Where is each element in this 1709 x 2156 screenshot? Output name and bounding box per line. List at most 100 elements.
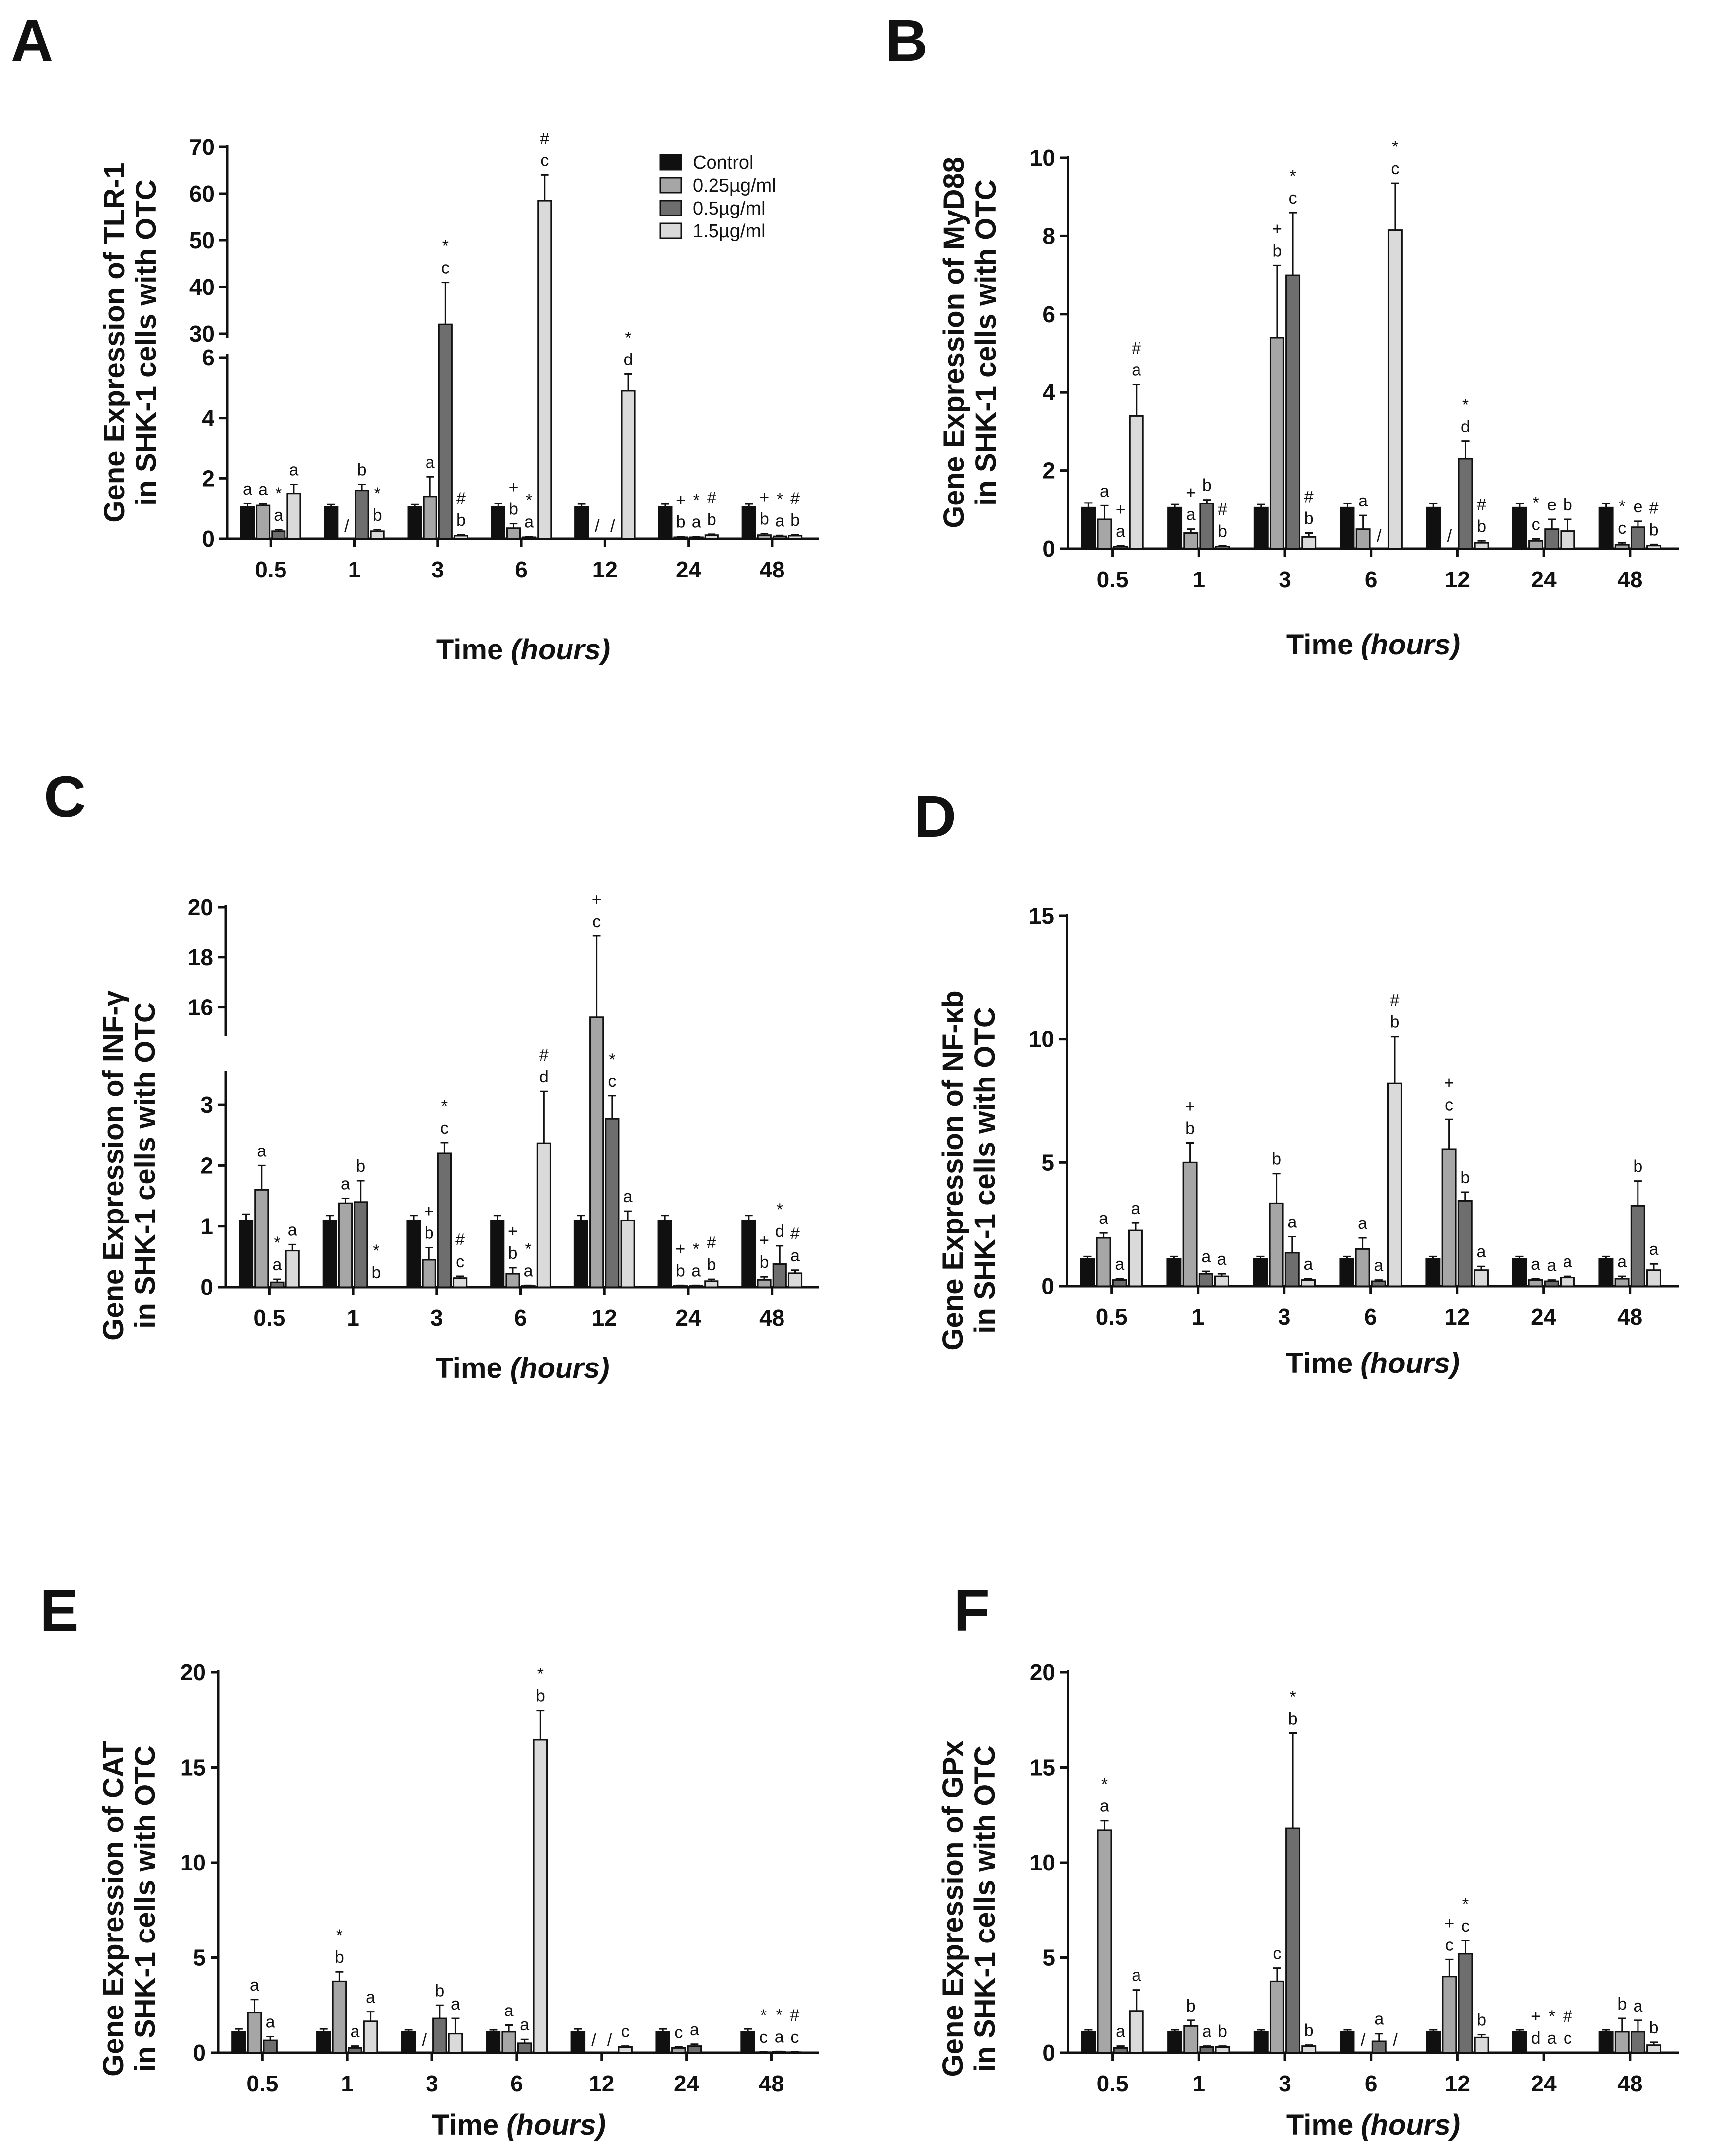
significance-label: b xyxy=(509,500,518,519)
bar-Control-48 xyxy=(1598,1258,1614,1287)
y-tick-label: 0 xyxy=(193,2040,206,2066)
y-tick-label: 15 xyxy=(1029,903,1054,929)
significance-label: b xyxy=(1649,520,1659,539)
bar-Control-0.5 xyxy=(1081,506,1096,550)
significance-label: * xyxy=(693,1239,699,1258)
significance-label: b xyxy=(456,511,466,530)
bar-0.5µg/ml-12 xyxy=(1457,1200,1473,1287)
significance-label: a xyxy=(1131,1199,1140,1218)
bar-Control-48 xyxy=(1598,506,1614,550)
bar-Control-3 xyxy=(401,2031,416,2054)
bar-1.5µg/ml-12 xyxy=(1474,542,1489,550)
x-tick-label: 24 xyxy=(1531,1304,1557,1330)
y-tick-label: 0 xyxy=(1042,2040,1055,2066)
bar-0.25µg/ml-1 xyxy=(338,1202,353,1288)
bar-0.5µg/ml-1 xyxy=(354,1201,368,1288)
bar-0.25µg/ml-12 xyxy=(1441,1148,1457,1287)
significance-label: * xyxy=(1101,1775,1108,1794)
bar-Control-3 xyxy=(406,1219,421,1288)
bar-0.5µg/ml-0.5 xyxy=(271,530,286,540)
y-axis-label-line1: Gene Expression of INF-γ xyxy=(97,990,130,1341)
significance-label: a xyxy=(623,1187,633,1206)
significance-label: a xyxy=(775,2027,784,2046)
significance-label: a xyxy=(1649,1240,1659,1259)
legend-label: Control xyxy=(693,152,754,173)
significance-label: d xyxy=(775,1222,784,1241)
y-tick-label: 10 xyxy=(180,1850,206,1875)
significance-label: b xyxy=(1288,1710,1298,1728)
significance-label: + xyxy=(1272,219,1282,238)
significance-label: a xyxy=(520,2015,529,2034)
significance-label: / xyxy=(607,2031,612,2050)
panel-a-letter: A xyxy=(11,8,54,73)
significance-label: a xyxy=(289,461,298,480)
x-tick-label: 0.5 xyxy=(1097,567,1129,592)
significance-label: b xyxy=(435,1981,444,2000)
significance-label: c xyxy=(592,912,601,931)
bar-1.5µg/ml-48 xyxy=(1646,1269,1661,1287)
significance-label: a xyxy=(1304,1255,1313,1274)
significance-label: # xyxy=(790,2006,799,2025)
y-axis-label: Gene Expression of MyD88 in SHK-1 cells w… xyxy=(938,157,1002,528)
bar-0.25µg/ml-48 xyxy=(1614,544,1630,550)
significance-label: b xyxy=(536,1687,545,1706)
significance-label: a xyxy=(451,1995,460,2013)
significance-label: * xyxy=(1289,1688,1296,1707)
bar-0.5µg/ml-3 xyxy=(437,1152,452,1288)
significance-label: b xyxy=(371,1263,381,1282)
bar-Control-3 xyxy=(1253,506,1269,550)
significance-label: # xyxy=(790,1224,800,1243)
x-tick-label: 1 xyxy=(1192,1304,1205,1330)
x-tick-label: 3 xyxy=(1279,2071,1291,2096)
significance-label: * xyxy=(374,484,381,503)
bar-0.25µg/ml-24 xyxy=(1528,1279,1543,1287)
y-tick-label: 0 xyxy=(1041,1273,1054,1299)
bar-0.5µg/ml-24 xyxy=(1544,1280,1559,1287)
significance-label: b xyxy=(1186,1997,1196,2015)
x-tick-label: 6 xyxy=(1364,1304,1377,1330)
bar-0.5µg/ml-24 xyxy=(687,2045,702,2054)
x-tick-label: 1 xyxy=(347,1305,359,1331)
chart-e: 0 5 10 15 20 Gene Expression of CAT in SHK-1 c… xyxy=(97,1659,819,2141)
significance-label: b xyxy=(707,510,716,529)
significance-label: c xyxy=(1445,1936,1454,1954)
y-tick-label: 6 xyxy=(202,345,214,370)
significance-label: * xyxy=(1532,493,1539,512)
bar-0.25µg/ml-48 xyxy=(1614,2031,1630,2054)
y-tick-label: 15 xyxy=(1030,1755,1055,1781)
legend-swatch xyxy=(659,177,682,194)
significance-label: * xyxy=(525,1239,532,1258)
significance-label: c xyxy=(540,151,549,170)
significance-label: c xyxy=(1461,1917,1470,1936)
x-axis-label: Time (hours) xyxy=(1286,629,1460,661)
bar-0.5µg/ml-1 xyxy=(355,490,369,540)
bar-Control-1 xyxy=(1167,506,1183,550)
significance-label: # xyxy=(1218,500,1227,519)
significance-label: d xyxy=(539,1068,549,1086)
bar-0.5µg/ml-0.5 xyxy=(263,2039,278,2054)
bar-Control-12 xyxy=(570,2031,586,2054)
bar-0.25µg/ml-12 xyxy=(589,1016,604,1288)
significance-label: + xyxy=(1531,2007,1541,2026)
panel-c-letter: C xyxy=(44,764,86,830)
significance-label: * xyxy=(777,490,783,508)
significance-label: + xyxy=(1444,1914,1454,1933)
significance-label: * xyxy=(537,1665,544,1684)
legend-swatch xyxy=(659,154,682,171)
bar-1.5µg/ml-3 xyxy=(1300,1279,1316,1287)
significance-label: b xyxy=(1218,2022,1227,2041)
y-tick-label: 10 xyxy=(1030,145,1055,171)
bar-0.5µg/ml-24 xyxy=(689,536,704,540)
bar-0.25µg/ml-48 xyxy=(757,1279,772,1288)
bar-0.25µg/ml-6 xyxy=(506,527,521,540)
bar-Control-24 xyxy=(658,506,673,540)
significance-label: c xyxy=(1289,189,1297,208)
panel-c: C 0 1 2 3 16 18 20 Gene Expression of INF-γ in S… xyxy=(0,719,854,1437)
bar-1.5µg/ml-3 xyxy=(1301,2045,1317,2054)
y-axis-label-line2: in SHK-1 cells with OTC xyxy=(129,1745,161,2072)
significance-label: a xyxy=(1202,2022,1211,2041)
panel-f: F 0 5 10 15 20 Gene Expression of GPx in SHK-1… xyxy=(854,1437,1709,2156)
significance-label: a xyxy=(1547,2029,1557,2048)
significance-label: a xyxy=(266,2012,275,2031)
